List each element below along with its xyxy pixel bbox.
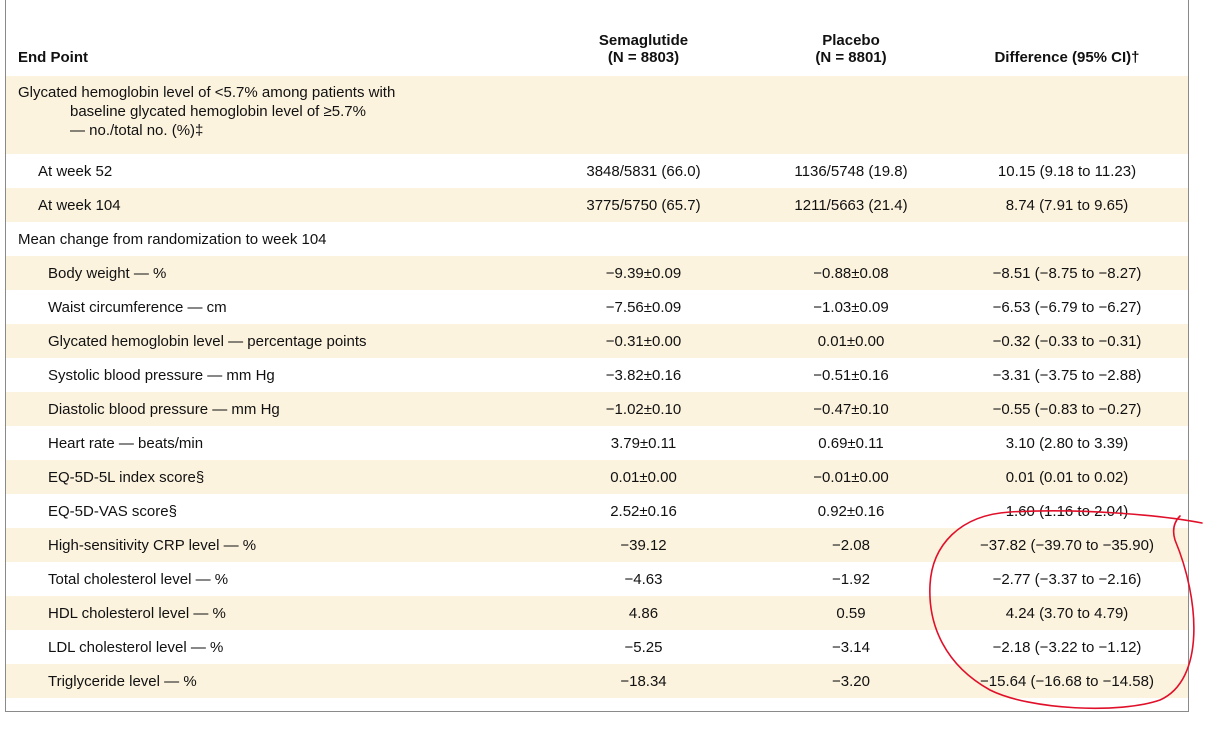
row-label: Body weight — % [48, 264, 167, 282]
placebo-value: −1.92 [832, 570, 870, 588]
row-label: Heart rate — beats/min [48, 434, 204, 452]
difference-value: 8.74 (7.91 to 9.65) [1005, 196, 1129, 214]
table-row: Triglyceride level — % −18.34 −3.20 −15.64 … [6, 664, 1188, 698]
difference-value: 1.60 (1.16 to 2.04) [1005, 502, 1129, 520]
semaglutide-value: −4.63 [624, 570, 663, 588]
row-label: Diastolic blood pressure — mm Hg [48, 400, 280, 418]
row-label: Systolic blood pressure — mm Hg [48, 366, 275, 384]
difference-value: −3.31 (−3.75 to −2.88) [992, 366, 1142, 384]
semaglutide-value: 2.52±0.16 [610, 502, 677, 520]
header-placebo-n: (N = 8801) [815, 49, 887, 66]
difference-value: −8.51 (−8.75 to −8.27) [992, 264, 1142, 282]
semaglutide-value: 3775/5750 (65.7) [586, 196, 701, 214]
table-row: At week 52 3848/5831 (66.0) 1136/5748 (19.… [6, 154, 1188, 188]
placebo-value: 1211/5663 (21.4) [794, 196, 908, 214]
table-row: EQ-5D-5L index score§ 0.01±0.00 −0.01±0.00… [6, 460, 1188, 494]
header-placebo: Placebo (N = 8801) [756, 0, 946, 76]
placebo-value: −0.01±0.00 [813, 468, 889, 486]
row-label: Triglyceride level — % [48, 672, 197, 690]
table-row: Waist circumference — cm −7.56±0.09 −1.03±… [6, 290, 1188, 324]
semaglutide-value: −39.12 [620, 536, 667, 554]
placebo-value: −3.14 [832, 638, 870, 656]
difference-value: 4.24 (3.70 to 4.79) [1005, 604, 1129, 622]
table-row: Total cholesterol level — % −4.63 −1.92 −2.… [6, 562, 1188, 596]
table-row: HDL cholesterol level — % 4.86 0.59 4.24 (3… [6, 596, 1188, 630]
difference-value: 10.15 (9.18 to 11.23) [997, 162, 1137, 180]
semaglutide-value: −9.39±0.09 [605, 264, 682, 282]
header-semaglutide: Semaglutide (N = 8803) [531, 0, 756, 76]
difference-value: 0.01 (0.01 to 0.02) [1005, 468, 1129, 486]
difference-value: −6.53 (−6.79 to −6.27) [992, 298, 1142, 316]
header-end-point: End Point [18, 49, 88, 66]
table-header-row: End Point Semaglutide (N = 8803) Placebo… [6, 0, 1188, 76]
difference-value: −15.64 (−16.68 to −14.58) [980, 672, 1154, 690]
table-row: EQ-5D-VAS score§ 2.52±0.16 0.92±0.16 1.60 (… [6, 494, 1188, 528]
section2-title: Mean change from randomization to week 1… [18, 230, 327, 248]
semaglutide-value: 3848/5831 (66.0) [586, 162, 701, 180]
table-row: Heart rate — beats/min 3.79±0.11 0.69±0.11… [6, 426, 1188, 460]
semaglutide-value: −3.82±0.16 [605, 366, 682, 384]
placebo-value: −3.20 [832, 672, 870, 690]
section1-line3: — no./total no. (%)‡ [70, 122, 204, 139]
semaglutide-value: −1.02±0.10 [605, 400, 682, 418]
placebo-value: −0.47±0.10 [813, 400, 889, 418]
row-label: Glycated hemoglobin level — percentage p… [48, 332, 367, 350]
placebo-value: 1136/5748 (19.8) [794, 162, 908, 180]
header-semaglutide-label: Semaglutide [598, 32, 689, 49]
section-heading-mean-change: Mean change from randomization to week 1… [6, 222, 1188, 256]
difference-value: −0.55 (−0.83 to −0.27) [992, 400, 1142, 418]
results-table: End Point Semaglutide (N = 8803) Placebo… [6, 0, 1188, 698]
semaglutide-value: −7.56±0.09 [605, 298, 682, 316]
placebo-value: −0.51±0.16 [813, 366, 889, 384]
semaglutide-value: −5.25 [624, 638, 663, 656]
results-table-frame: End Point Semaglutide (N = 8803) Placebo… [5, 0, 1189, 712]
semaglutide-value: 4.86 [628, 604, 659, 622]
semaglutide-value: 3.79±0.11 [610, 434, 677, 452]
header-difference: Difference (95% CI)† [994, 49, 1140, 66]
difference-value: −37.82 (−39.70 to −35.90) [980, 536, 1154, 554]
placebo-value: 0.01±0.00 [817, 332, 885, 350]
section1-title: Glycated hemoglobin level of <5.7% among… [6, 76, 1188, 154]
row-label: EQ-5D-VAS score§ [48, 502, 177, 520]
row-label: Waist circumference — cm [48, 298, 227, 316]
difference-value: 3.10 (2.80 to 3.39) [1005, 434, 1129, 452]
row-label: High-sensitivity CRP level — % [48, 536, 257, 554]
table-row: Systolic blood pressure — mm Hg −3.82±0.1… [6, 358, 1188, 392]
table-row: LDL cholesterol level — % −5.25 −3.14 −2.18… [6, 630, 1188, 664]
section1-line1: Glycated hemoglobin level of <5.7% among… [18, 84, 396, 101]
table-row: Glycated hemoglobin level — percentage p… [6, 324, 1188, 358]
semaglutide-value: −0.31±0.00 [605, 332, 682, 350]
placebo-value: 0.59 [836, 604, 866, 622]
header-semaglutide-n: (N = 8803) [607, 49, 680, 66]
row-label: At week 104 [38, 196, 121, 214]
row-label: HDL cholesterol level — % [48, 604, 226, 622]
table-row: Diastolic blood pressure — mm Hg −1.02±0.… [6, 392, 1188, 426]
semaglutide-value: 0.01±0.00 [610, 468, 677, 486]
row-label: Total cholesterol level — % [48, 570, 229, 588]
table-row: At week 104 3775/5750 (65.7) 1211/5663 (21… [6, 188, 1188, 222]
placebo-value: −1.03±0.09 [813, 298, 889, 316]
header-placebo-label: Placebo [822, 32, 880, 49]
section-heading-glycated: Glycated hemoglobin level of <5.7% among… [6, 76, 1188, 154]
difference-value: −2.18 (−3.22 to −1.12) [992, 638, 1142, 656]
row-label: LDL cholesterol level — % [48, 638, 224, 656]
placebo-value: −2.08 [832, 536, 870, 554]
table-body: Glycated hemoglobin level of <5.7% among… [6, 76, 1188, 698]
difference-value: −2.77 (−3.37 to −2.16) [992, 570, 1142, 588]
row-label: EQ-5D-5L index score§ [48, 468, 205, 486]
placebo-value: 0.92±0.16 [817, 502, 885, 520]
row-label: At week 52 [38, 162, 113, 180]
difference-value: −0.32 (−0.33 to −0.31) [992, 332, 1142, 350]
table-row: High-sensitivity CRP level — % −39.12 −2.0… [6, 528, 1188, 562]
semaglutide-value: −18.34 [620, 672, 667, 690]
placebo-value: 0.69±0.11 [818, 434, 884, 452]
section1-line2: baseline glycated hemoglobin level of ≥5… [70, 103, 366, 120]
table-row: Body weight — % −9.39±0.09 −0.88±0.08 −8.51… [6, 256, 1188, 290]
placebo-value: −0.88±0.08 [813, 264, 889, 282]
